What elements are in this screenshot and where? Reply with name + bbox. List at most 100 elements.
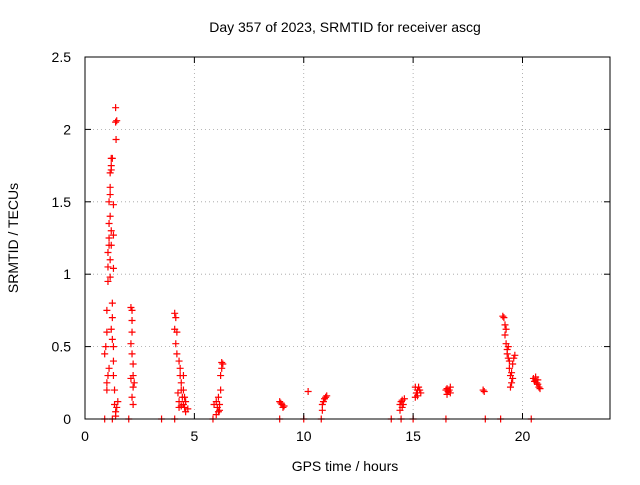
data-point — [171, 309, 179, 317]
data-point — [174, 389, 182, 397]
data-point — [130, 379, 138, 387]
data-point — [217, 386, 225, 394]
data-point — [128, 328, 136, 336]
data-point — [107, 166, 115, 174]
data-point — [509, 360, 517, 368]
data-point — [107, 241, 115, 249]
data-point — [172, 340, 180, 348]
data-point — [175, 357, 183, 365]
x-tick-label: 0 — [81, 428, 89, 444]
data-point — [102, 343, 110, 351]
data-point — [323, 392, 331, 400]
y-tick-label: 1.5 — [52, 194, 72, 210]
data-point — [216, 406, 224, 414]
data-point — [128, 350, 136, 358]
data-point — [128, 317, 136, 325]
data-point — [501, 331, 509, 339]
data-point — [184, 405, 192, 413]
x-tick-label: 15 — [405, 428, 421, 444]
data-point — [105, 198, 113, 206]
data-point — [322, 393, 330, 401]
data-point — [129, 360, 137, 368]
x-tick-label: 5 — [190, 428, 198, 444]
data-point — [503, 350, 511, 358]
data-point — [106, 183, 114, 191]
data-point — [104, 263, 112, 271]
data-point — [109, 357, 117, 365]
data-point — [107, 325, 115, 333]
data-point — [534, 376, 542, 384]
data-point — [480, 387, 488, 395]
data-point — [108, 314, 116, 322]
data-point — [113, 117, 121, 125]
data-point — [506, 383, 514, 391]
data-point — [508, 369, 516, 377]
data-point — [176, 364, 184, 372]
data-point — [103, 386, 111, 394]
axes-layer: 0 0.5 1 1.5 2 2.5 0 5 10 15 20 — [52, 49, 611, 444]
data-point — [103, 379, 111, 387]
chart-title: Day 357 of 2023, SRMTID for receiver asc… — [209, 19, 481, 35]
data-point — [219, 360, 227, 368]
data-point — [108, 154, 116, 162]
data-point — [177, 379, 185, 387]
y-axis-label: SRMTID / TECUs — [5, 183, 21, 293]
data-point — [508, 379, 516, 387]
x-tick-label: 20 — [515, 428, 531, 444]
data-point — [127, 340, 135, 348]
data-point — [479, 386, 487, 394]
data-point — [111, 386, 119, 394]
data-point — [400, 395, 408, 403]
data-point — [179, 372, 187, 380]
y-tick-label: 1 — [63, 266, 71, 282]
data-point — [175, 403, 183, 411]
data-point — [128, 306, 136, 314]
data-point — [104, 248, 112, 256]
data-point — [398, 403, 406, 411]
data-point — [173, 328, 181, 336]
plot-frame — [84, 56, 611, 420]
data-point — [101, 350, 109, 358]
data-point — [129, 401, 137, 409]
y-tick-label: 2 — [63, 121, 71, 137]
data-point — [112, 104, 120, 112]
data-point — [105, 234, 113, 242]
data-point — [109, 343, 117, 351]
data-point — [443, 390, 451, 398]
data-point — [105, 220, 113, 228]
data-point — [501, 321, 509, 329]
data-point — [280, 402, 288, 410]
data-point — [105, 364, 113, 372]
data-point — [104, 372, 112, 380]
data-point — [112, 118, 120, 126]
data-point — [104, 277, 112, 285]
data-point — [411, 383, 419, 391]
data-point — [108, 299, 116, 307]
data-point — [106, 191, 114, 199]
data-point — [536, 385, 544, 393]
data-point — [173, 350, 181, 358]
x-axis-label: GPS time / hours — [292, 458, 399, 474]
data-point — [182, 398, 190, 406]
data-point — [106, 212, 114, 220]
data-point — [127, 374, 135, 382]
y-tick-label: 2.5 — [52, 49, 72, 65]
data-point — [106, 256, 114, 264]
data-point — [114, 398, 122, 406]
data-point — [446, 383, 454, 391]
data-point — [509, 374, 517, 382]
grid-layer — [85, 57, 610, 419]
data-point — [107, 227, 115, 235]
data-point — [129, 383, 137, 391]
data-point — [279, 403, 287, 411]
data-point — [109, 264, 117, 272]
data-point — [214, 393, 222, 401]
data-point — [109, 201, 117, 209]
y-tick-label: 0 — [63, 411, 71, 427]
data-point — [535, 383, 543, 391]
data-point — [128, 393, 136, 401]
data-point — [109, 231, 117, 239]
data-point — [502, 325, 510, 333]
